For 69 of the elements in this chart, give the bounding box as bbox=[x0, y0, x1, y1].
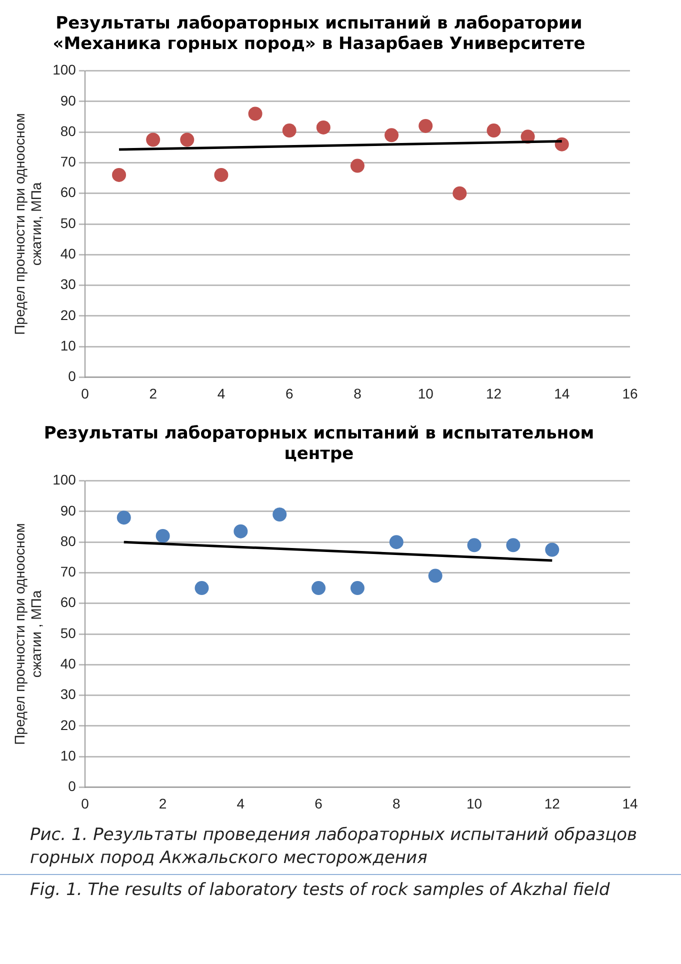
y-tick-label: 30 bbox=[60, 276, 76, 292]
x-tick-label: 16 bbox=[622, 385, 638, 402]
point bbox=[272, 508, 287, 522]
point bbox=[316, 120, 330, 134]
point bbox=[116, 510, 131, 525]
point bbox=[194, 581, 209, 596]
y-tick-label: 10 bbox=[60, 337, 76, 354]
x-tick-label: 10 bbox=[418, 385, 434, 402]
x-tick-label: 10 bbox=[466, 795, 482, 812]
point bbox=[486, 124, 501, 138]
y-tick-label: 60 bbox=[60, 594, 76, 610]
chart-title: Результаты лабораторных испытаний в испытательном центре bbox=[44, 424, 594, 464]
point bbox=[506, 538, 520, 552]
y-axis-title: Предел прочности при одноосном сжатии , МПа bbox=[11, 523, 44, 745]
point bbox=[467, 538, 482, 552]
point bbox=[350, 581, 364, 596]
x-tick-label: 2 bbox=[158, 795, 167, 812]
y-tick-label: 20 bbox=[60, 306, 76, 323]
point bbox=[312, 581, 326, 596]
x-tick-label: 6 bbox=[285, 385, 294, 402]
y-tick-label: 40 bbox=[60, 246, 76, 262]
point bbox=[418, 118, 433, 133]
y-tick-label: 70 bbox=[60, 564, 76, 580]
caption: Fig. 1. The results of laboratory tests of rock samples of Akzhal field bbox=[30, 878, 611, 902]
y-tick-label: 80 bbox=[60, 122, 76, 139]
point bbox=[214, 168, 228, 182]
x-tick-label: 12 bbox=[486, 385, 502, 402]
point bbox=[146, 132, 160, 147]
x-tick-label: 4 bbox=[236, 795, 245, 812]
point bbox=[282, 124, 296, 138]
y-tick-label: 70 bbox=[60, 154, 76, 170]
y-tick-label: 50 bbox=[60, 624, 76, 641]
y-tick-label: 20 bbox=[60, 716, 76, 733]
y-tick-label: 0 bbox=[68, 778, 76, 794]
point bbox=[452, 186, 467, 200]
x-tick-label: 12 bbox=[544, 795, 560, 812]
y-tick-label: 80 bbox=[60, 532, 76, 549]
y-tick-label: 10 bbox=[60, 747, 76, 764]
x-tick-label: 4 bbox=[217, 385, 226, 402]
x-tick-label: 14 bbox=[554, 385, 570, 402]
point bbox=[384, 128, 399, 142]
y-tick-label: 50 bbox=[60, 214, 76, 231]
text: Рис. 1. Результаты проведения лабораторных испытаний образцов горных пород Акжальского месторождения bbox=[30, 824, 638, 870]
chart-title: Результаты лабораторных испытаний в лаборатории «Механика горных пород» в Назарбаев Университете bbox=[52, 14, 586, 54]
y-tick-label: 0 bbox=[68, 368, 76, 384]
point bbox=[156, 528, 170, 543]
y-tick-label: 90 bbox=[60, 502, 76, 518]
x-tick-label: 14 bbox=[622, 795, 638, 812]
point bbox=[234, 524, 248, 538]
point bbox=[350, 158, 364, 173]
y-tick-label: 40 bbox=[60, 656, 76, 672]
x-tick-label: 6 bbox=[314, 795, 323, 812]
y-tick-label: 60 bbox=[60, 184, 76, 200]
y-tick-label: 90 bbox=[60, 92, 76, 108]
point bbox=[180, 132, 194, 147]
y-tick-label: 100 bbox=[52, 62, 76, 78]
point bbox=[112, 168, 126, 182]
point bbox=[428, 568, 442, 583]
x-tick-label: 0 bbox=[81, 795, 90, 812]
x-tick-label: 0 bbox=[81, 385, 90, 402]
point bbox=[545, 542, 560, 557]
x-tick-label: 8 bbox=[354, 385, 362, 402]
point bbox=[248, 106, 262, 121]
y-tick-label: 100 bbox=[52, 472, 76, 488]
x-tick-label: 2 bbox=[149, 385, 158, 402]
point bbox=[389, 535, 404, 550]
y-axis-title: Предел прочности при одноосном сжатии, МПа bbox=[11, 113, 44, 335]
y-tick-label: 30 bbox=[60, 686, 76, 702]
x-tick-label: 8 bbox=[392, 795, 401, 812]
